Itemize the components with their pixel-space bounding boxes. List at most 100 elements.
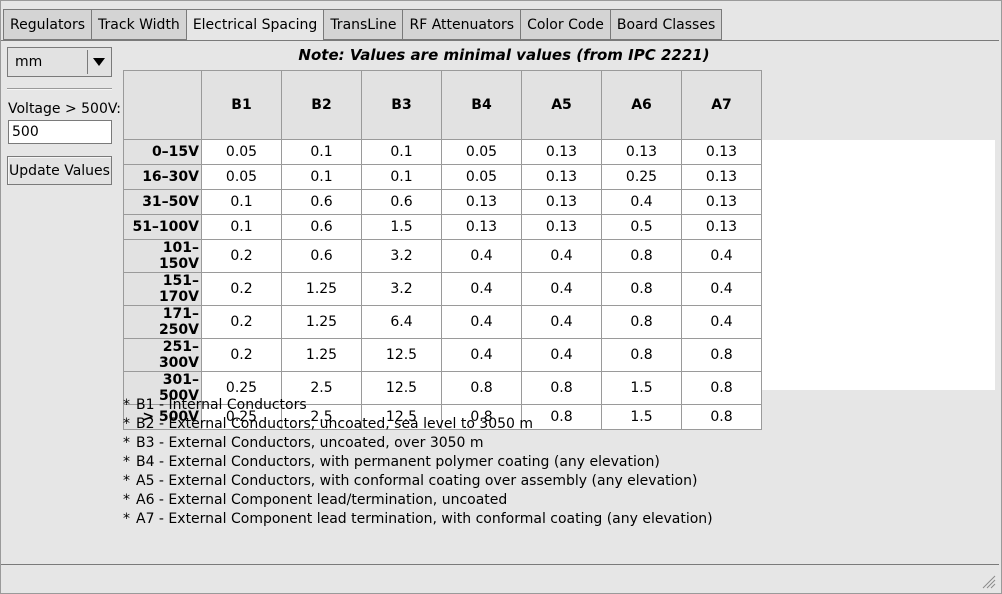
table-cell[interactable]: 0.2	[201, 338, 282, 372]
table-cell[interactable]: 0.4	[521, 305, 602, 339]
table-cell[interactable]: 0.8	[441, 404, 522, 430]
table-cell[interactable]: 0.13	[681, 214, 762, 240]
table-cell[interactable]: 0.2	[201, 239, 282, 273]
table-cell[interactable]: 6.4	[361, 305, 442, 339]
table-cell[interactable]: 0.05	[201, 139, 282, 165]
table-cell[interactable]: 0.13	[441, 189, 522, 215]
column-header[interactable]: A5	[521, 70, 602, 140]
table-cell[interactable]: 0.6	[361, 189, 442, 215]
tab-track-width[interactable]: Track Width	[91, 9, 186, 40]
table-cell[interactable]: 0.1	[361, 164, 442, 190]
column-header[interactable]: A7	[681, 70, 762, 140]
tab-rf-attenuators[interactable]: RF Attenuators	[402, 9, 521, 40]
table-cell[interactable]: 0.4	[521, 338, 602, 372]
table-cell[interactable]: 0.25	[201, 404, 282, 430]
triangle-down-icon[interactable]	[87, 50, 109, 74]
table-row: 0–15V 0.05 0.1 0.1 0.05 0.13 0.13 0.13	[123, 139, 762, 165]
table-cell[interactable]: 12.5	[361, 338, 442, 372]
row-header[interactable]: 0–15V	[123, 139, 202, 165]
table-cell[interactable]: 0.25	[601, 164, 682, 190]
column-header[interactable]: B1	[201, 70, 282, 140]
table-cell[interactable]: 0.8	[681, 338, 762, 372]
table-cell[interactable]: 0.8	[601, 272, 682, 306]
table-cell[interactable]: 0.8	[681, 404, 762, 430]
table-cell[interactable]: 1.25	[281, 305, 362, 339]
table-cell[interactable]: 0.4	[681, 239, 762, 273]
table-cell[interactable]: 0.8	[601, 305, 682, 339]
table-cell[interactable]: 0.13	[521, 139, 602, 165]
column-header[interactable]: B3	[361, 70, 442, 140]
table-cell[interactable]: 2.5	[281, 371, 362, 405]
table-cell[interactable]: 0.4	[681, 272, 762, 306]
table-cell[interactable]: 0.13	[441, 214, 522, 240]
table-cell[interactable]: 0.4	[441, 272, 522, 306]
table-cell[interactable]: 1.25	[281, 272, 362, 306]
table-cell[interactable]: 0.8	[521, 404, 602, 430]
row-header[interactable]: 101–150V	[123, 239, 202, 273]
table-cell[interactable]: 0.05	[441, 139, 522, 165]
table-cell[interactable]: 0.6	[281, 214, 362, 240]
table-cell[interactable]: 0.8	[601, 338, 682, 372]
resize-grip-icon[interactable]	[982, 575, 996, 589]
table-cell[interactable]: 0.05	[201, 164, 282, 190]
table-cell[interactable]: 0.13	[521, 164, 602, 190]
unit-select[interactable]: mm	[7, 47, 112, 77]
column-header[interactable]: B2	[281, 70, 362, 140]
table-cell[interactable]: 0.1	[281, 139, 362, 165]
table-cell[interactable]: 12.5	[361, 404, 442, 430]
table-cell[interactable]: 1.5	[361, 214, 442, 240]
tab-board-classes[interactable]: Board Classes	[609, 9, 723, 40]
table-cell[interactable]: 0.8	[601, 239, 682, 273]
table-cell[interactable]: 0.1	[201, 214, 282, 240]
column-header[interactable]: A6	[601, 70, 682, 140]
table-cell[interactable]: 0.4	[521, 239, 602, 273]
row-header[interactable]: 171–250V	[123, 305, 202, 339]
table-cell[interactable]: 0.8	[521, 371, 602, 405]
row-header[interactable]: 51–100V	[123, 214, 202, 240]
row-header[interactable]: 151–170V	[123, 272, 202, 306]
tab-color-code[interactable]: Color Code	[520, 9, 610, 40]
table-cell[interactable]: 0.1	[201, 189, 282, 215]
table-cell[interactable]: 0.1	[281, 164, 362, 190]
row-header[interactable]: > 500V	[123, 404, 202, 430]
table-cell[interactable]: 0.13	[681, 189, 762, 215]
row-header[interactable]: 16–30V	[123, 164, 202, 190]
update-values-button[interactable]: Update Values	[7, 156, 112, 185]
table-cell[interactable]: 0.05	[441, 164, 522, 190]
table-cell[interactable]: 3.2	[361, 272, 442, 306]
table-cell[interactable]: 0.2	[201, 272, 282, 306]
table-cell[interactable]: 0.13	[521, 214, 602, 240]
table-cell[interactable]: 12.5	[361, 371, 442, 405]
table-row: 301–500V 0.25 2.5 12.5 0.8 0.8 1.5 0.8	[123, 371, 762, 405]
table-cell[interactable]: 3.2	[361, 239, 442, 273]
table-cell[interactable]: 0.4	[441, 305, 522, 339]
table-cell[interactable]: 0.13	[601, 139, 682, 165]
table-cell[interactable]: 0.4	[681, 305, 762, 339]
table-cell[interactable]: 0.13	[681, 164, 762, 190]
table-cell[interactable]: 1.25	[281, 338, 362, 372]
tab-transline[interactable]: TransLine	[323, 9, 403, 40]
table-cell[interactable]: 0.8	[441, 371, 522, 405]
table-cell[interactable]: 0.8	[681, 371, 762, 405]
legend-item: * B2 - External Conductors, uncoated, sea…	[123, 416, 534, 432]
table-cell[interactable]: 0.13	[521, 189, 602, 215]
table-cell[interactable]: 0.2	[201, 305, 282, 339]
row-header[interactable]: 301–500V	[123, 371, 202, 405]
table-cell[interactable]: 0.1	[361, 139, 442, 165]
table-cell[interactable]: 2.5	[281, 404, 362, 430]
table-cell[interactable]: 0.4	[441, 239, 522, 273]
table-cell[interactable]: 0.4	[601, 189, 682, 215]
row-header[interactable]: 251–300V	[123, 338, 202, 372]
voltage-input[interactable]	[8, 120, 112, 144]
column-header[interactable]: B4	[441, 70, 522, 140]
table-cell[interactable]: 0.6	[281, 189, 362, 215]
table-cell[interactable]: 0.4	[521, 272, 602, 306]
tab-electrical-spacing[interactable]: Electrical Spacing	[185, 9, 324, 41]
table-cell[interactable]: 0.4	[441, 338, 522, 372]
table-cell[interactable]: 0.5	[601, 214, 682, 240]
table-cell[interactable]: 0.13	[681, 139, 762, 165]
table-cell[interactable]: 0.6	[281, 239, 362, 273]
table-cell[interactable]: 0.25	[201, 371, 282, 405]
row-header[interactable]: 31–50V	[123, 189, 202, 215]
tab-regulators[interactable]: Regulators	[3, 9, 92, 40]
